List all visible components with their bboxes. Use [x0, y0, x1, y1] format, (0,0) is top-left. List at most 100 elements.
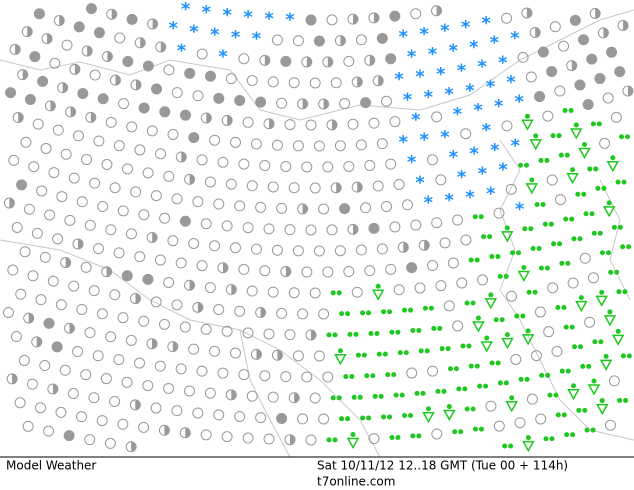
clear-symbol — [55, 406, 67, 418]
clear-symbol — [543, 326, 555, 338]
clear-symbol — [142, 167, 154, 179]
clear-symbol — [163, 382, 175, 394]
shower-dot — [475, 315, 481, 321]
rain-symbol — [570, 432, 576, 438]
cloudy-fill — [152, 338, 158, 349]
clear-symbol — [31, 227, 43, 239]
shower-dot — [504, 332, 510, 338]
rain-symbol — [608, 269, 614, 275]
clear-symbol — [284, 329, 296, 341]
clear-symbol — [322, 266, 334, 278]
clear-symbol — [347, 118, 359, 130]
rain-symbol — [351, 394, 357, 400]
rain-symbol — [349, 374, 355, 380]
snow-symbol: * — [510, 28, 520, 49]
overcast-symbol — [586, 53, 598, 65]
rain-symbol — [408, 413, 414, 419]
rain-symbol — [622, 289, 628, 295]
rain-symbol — [564, 432, 570, 438]
clear-symbol — [439, 237, 451, 249]
clear-symbol — [159, 212, 171, 224]
snow-symbol: * — [399, 26, 409, 47]
clear-symbol — [334, 140, 346, 152]
clear-symbol — [238, 53, 250, 65]
rain-symbol — [595, 185, 601, 191]
site-label: t7online.com — [317, 475, 395, 489]
clear-symbol — [389, 116, 401, 128]
clear-symbol — [292, 140, 304, 152]
cloudy-fill — [436, 5, 442, 16]
overcast-symbol — [33, 8, 45, 20]
rain-symbol — [403, 350, 409, 356]
rain-symbol — [577, 344, 583, 350]
snow-symbol: * — [465, 80, 475, 101]
cloudy-fill — [90, 112, 96, 123]
overcast-symbol — [142, 60, 154, 72]
shower-symbol — [566, 172, 579, 185]
rain-symbol — [559, 368, 565, 374]
rain-symbol — [445, 346, 451, 352]
clear-symbol — [138, 421, 150, 433]
clear-symbol — [171, 87, 183, 99]
rain-symbol — [464, 406, 470, 412]
clear-symbol — [271, 139, 283, 151]
clear-symbol — [250, 243, 262, 255]
clear-symbol — [26, 378, 38, 390]
snow-symbol: * — [465, 187, 475, 208]
clear-symbol — [343, 160, 355, 172]
clear-symbol — [318, 203, 330, 215]
cloudy-fill — [603, 27, 609, 38]
clear-symbol — [364, 159, 376, 171]
clear-symbol — [138, 209, 150, 221]
rain-symbol — [601, 185, 607, 191]
rain-symbol — [339, 416, 345, 422]
shower-symbol — [443, 409, 456, 422]
clear-symbol — [125, 334, 137, 346]
overcast-symbol — [339, 203, 351, 215]
clear-symbol — [297, 308, 309, 320]
rain-symbol — [366, 310, 372, 316]
clear-symbol — [32, 118, 44, 130]
clear-symbol — [43, 425, 55, 437]
coast-line — [499, 139, 634, 441]
clear-symbol — [109, 289, 121, 301]
cloudy-fill — [160, 42, 166, 53]
shower-symbol — [611, 334, 625, 346]
cloudy-fill — [62, 82, 68, 93]
shower-symbol — [602, 206, 616, 218]
overcast-symbol — [151, 83, 163, 95]
overcast-symbol — [305, 14, 317, 26]
clear-symbol — [263, 223, 275, 235]
rain-symbol — [431, 325, 437, 331]
cloudy-fill — [595, 8, 601, 19]
cloudy-fill — [36, 336, 42, 347]
rain-symbol — [557, 241, 563, 247]
shower-dot — [504, 225, 510, 231]
clear-symbol — [134, 251, 146, 263]
clear-symbol — [510, 353, 522, 365]
clear-symbol — [154, 254, 166, 266]
rain-symbol — [470, 300, 476, 306]
snow-symbol: * — [285, 10, 295, 31]
clear-symbol — [114, 32, 126, 44]
clear-symbol — [271, 244, 283, 256]
clear-symbol — [587, 272, 599, 284]
cloudy-fill — [526, 8, 532, 19]
clear-symbol — [554, 85, 566, 97]
shower-symbol — [500, 231, 514, 243]
rain-symbol — [590, 427, 596, 433]
overcast-symbol — [5, 87, 17, 99]
shower-dot — [573, 122, 579, 128]
snow-symbol: * — [440, 127, 450, 148]
rain-symbol — [569, 324, 575, 330]
cloudy-fill — [571, 60, 577, 71]
clear-symbol — [505, 183, 517, 195]
clear-symbol — [22, 420, 34, 432]
snow-symbol: * — [252, 29, 262, 50]
clear-symbol — [376, 138, 388, 150]
cloudy-fill — [28, 313, 34, 324]
clear-symbol — [526, 393, 538, 405]
rain-symbol — [616, 289, 622, 295]
clear-symbol — [76, 303, 88, 315]
clear-symbol — [67, 388, 79, 400]
